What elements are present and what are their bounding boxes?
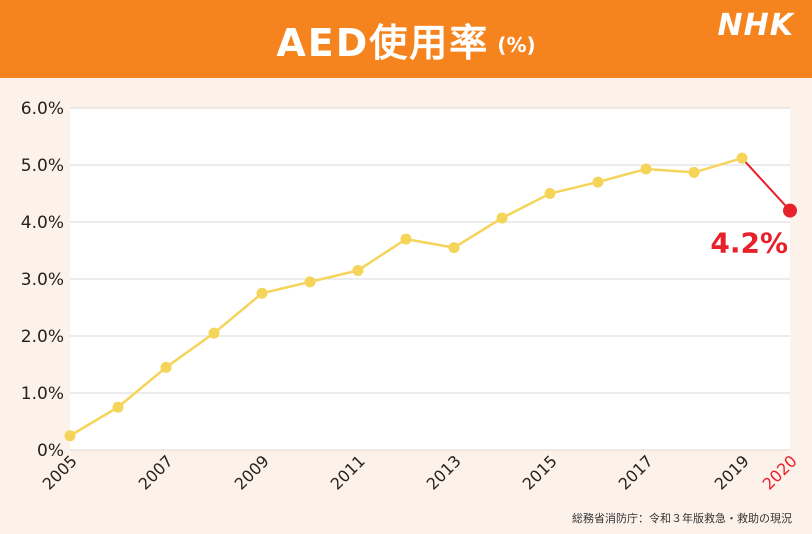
data-point bbox=[736, 152, 748, 164]
data-point bbox=[160, 361, 172, 373]
y-tick-label: 3.0% bbox=[21, 270, 64, 290]
data-point bbox=[208, 327, 220, 339]
x-tick-label: 2011 bbox=[327, 451, 369, 493]
data-point bbox=[256, 287, 268, 299]
x-tick-label: 2013 bbox=[423, 451, 465, 493]
data-point bbox=[304, 276, 316, 288]
data-point bbox=[688, 166, 700, 178]
x-tick-label: 2015 bbox=[519, 451, 561, 493]
data-point bbox=[352, 264, 364, 276]
x-tick-label: 2009 bbox=[231, 451, 273, 493]
chart-title: AED使用率 (%) bbox=[0, 0, 812, 78]
data-point bbox=[112, 401, 124, 413]
highlight-value-label: 4.2% bbox=[710, 227, 788, 260]
data-point bbox=[640, 163, 652, 175]
x-tick-label: 2019 bbox=[711, 451, 753, 493]
y-tick-label: 6.0% bbox=[21, 99, 64, 119]
y-tick-label: 5.0% bbox=[21, 156, 64, 176]
data-point bbox=[448, 242, 460, 254]
chart-title-unit: (%) bbox=[497, 33, 536, 57]
series-line-highlight bbox=[741, 157, 791, 212]
x-tick-label: 2020 bbox=[759, 451, 801, 493]
x-tick-label: 2007 bbox=[135, 451, 177, 493]
y-tick-label: 1.0% bbox=[21, 384, 64, 404]
title-banner bbox=[0, 0, 812, 78]
data-point bbox=[400, 233, 412, 245]
data-point bbox=[496, 212, 508, 224]
data-point-highlight bbox=[783, 203, 797, 218]
nhk-logo: NHK bbox=[717, 8, 794, 43]
source-note: 総務省消防庁：令和３年版救急・救助の現況 bbox=[572, 512, 792, 525]
data-point bbox=[64, 430, 76, 442]
x-tick-label: 2017 bbox=[615, 451, 657, 493]
data-point bbox=[544, 188, 556, 199]
y-tick-label: 2.0% bbox=[21, 327, 64, 347]
chart-title-text: AED使用率 bbox=[276, 20, 490, 65]
y-tick-label: 4.0% bbox=[21, 213, 64, 233]
data-point bbox=[592, 176, 604, 188]
y-tick-label: 0% bbox=[37, 441, 64, 461]
